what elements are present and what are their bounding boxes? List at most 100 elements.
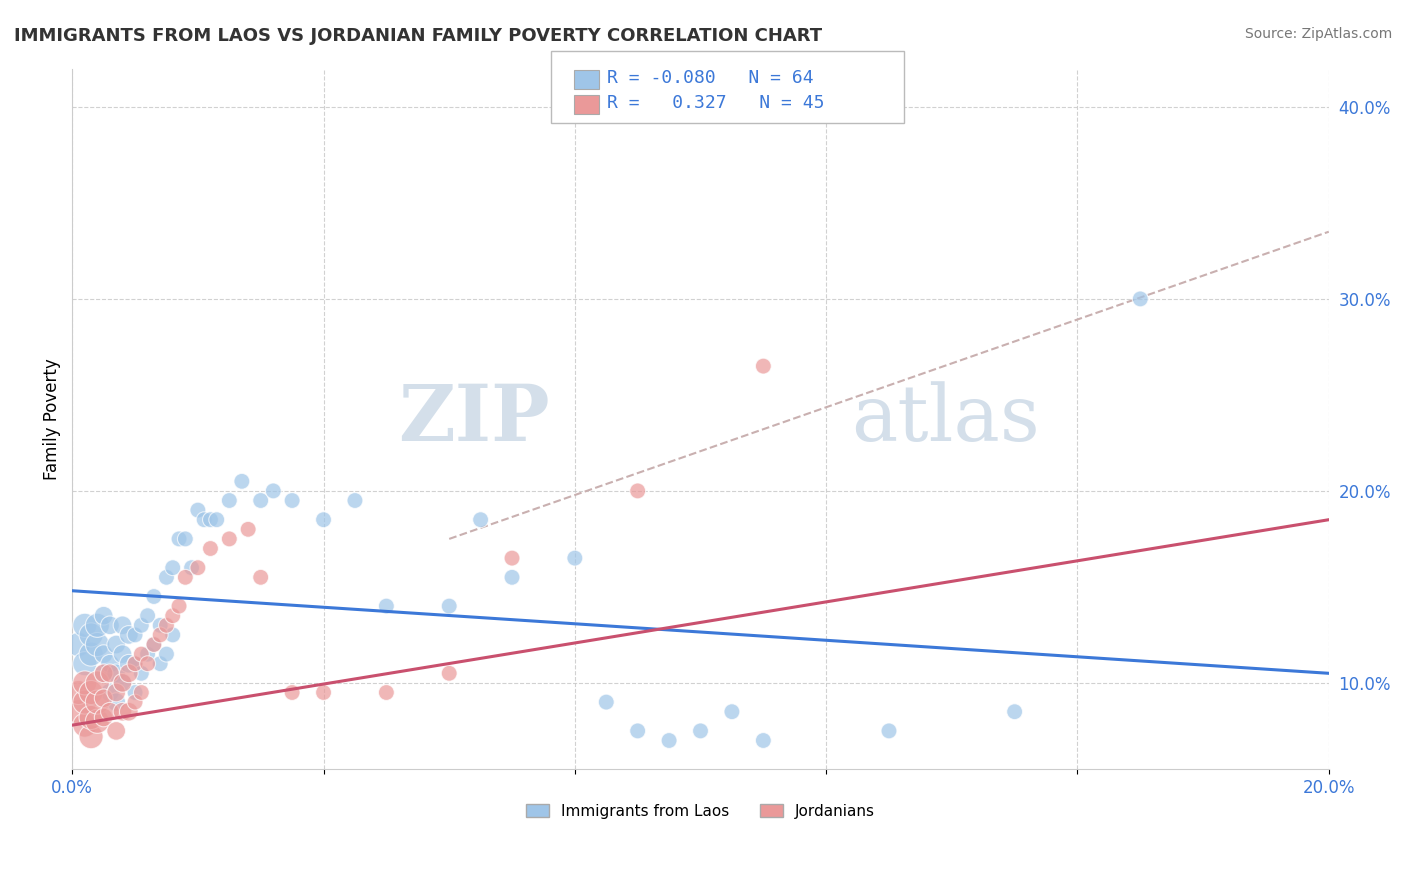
Point bbox=[437, 666, 460, 681]
Point bbox=[111, 676, 134, 690]
Point bbox=[174, 532, 197, 546]
Point bbox=[136, 657, 159, 671]
Text: atlas: atlas bbox=[851, 381, 1040, 457]
Point bbox=[93, 666, 115, 681]
Point bbox=[200, 513, 222, 527]
Point bbox=[187, 560, 209, 574]
Point bbox=[105, 695, 128, 709]
Point bbox=[80, 685, 103, 699]
Point bbox=[149, 628, 172, 642]
Point bbox=[136, 647, 159, 661]
Point bbox=[67, 638, 90, 652]
Point bbox=[124, 695, 146, 709]
Point bbox=[118, 628, 141, 642]
Point bbox=[105, 666, 128, 681]
Point bbox=[98, 657, 121, 671]
Point bbox=[131, 666, 153, 681]
Point bbox=[111, 705, 134, 719]
Point bbox=[67, 685, 90, 699]
Point bbox=[98, 666, 121, 681]
Point bbox=[98, 618, 121, 632]
Point bbox=[200, 541, 222, 556]
Text: ZIP: ZIP bbox=[398, 381, 550, 457]
Point bbox=[131, 647, 153, 661]
Point bbox=[80, 710, 103, 724]
Text: IMMIGRANTS FROM LAOS VS JORDANIAN FAMILY POVERTY CORRELATION CHART: IMMIGRANTS FROM LAOS VS JORDANIAN FAMILY… bbox=[14, 27, 823, 45]
Point bbox=[167, 532, 190, 546]
Point bbox=[131, 685, 153, 699]
Point bbox=[231, 475, 253, 489]
Point bbox=[86, 638, 108, 652]
Point bbox=[80, 730, 103, 744]
Point bbox=[627, 723, 650, 738]
Point bbox=[131, 618, 153, 632]
Point bbox=[180, 560, 202, 574]
Point bbox=[86, 695, 108, 709]
Point bbox=[262, 483, 284, 498]
Point bbox=[93, 710, 115, 724]
Point bbox=[124, 685, 146, 699]
Point bbox=[111, 618, 134, 632]
Point bbox=[249, 570, 271, 584]
Point bbox=[142, 638, 165, 652]
Point bbox=[98, 705, 121, 719]
Point bbox=[80, 628, 103, 642]
Point bbox=[281, 685, 304, 699]
Point bbox=[105, 685, 128, 699]
Point bbox=[93, 691, 115, 706]
Point bbox=[80, 647, 103, 661]
Point bbox=[124, 657, 146, 671]
Point bbox=[205, 513, 228, 527]
Point bbox=[93, 666, 115, 681]
Point bbox=[689, 723, 711, 738]
Point bbox=[752, 359, 775, 373]
Point bbox=[136, 608, 159, 623]
Point bbox=[658, 733, 681, 747]
Point bbox=[124, 628, 146, 642]
Point bbox=[174, 570, 197, 584]
Point bbox=[501, 551, 523, 566]
Point bbox=[162, 628, 184, 642]
Point bbox=[343, 493, 366, 508]
Point bbox=[86, 618, 108, 632]
Point bbox=[118, 657, 141, 671]
Point bbox=[564, 551, 586, 566]
Point bbox=[111, 647, 134, 661]
Point bbox=[73, 618, 96, 632]
Point bbox=[470, 513, 492, 527]
Point bbox=[236, 522, 259, 536]
Text: R =   0.327   N = 45: R = 0.327 N = 45 bbox=[607, 95, 825, 112]
Point bbox=[721, 705, 744, 719]
Point bbox=[155, 647, 177, 661]
Point bbox=[167, 599, 190, 613]
Point bbox=[118, 666, 141, 681]
Legend: Immigrants from Laos, Jordanians: Immigrants from Laos, Jordanians bbox=[520, 797, 882, 825]
Point bbox=[877, 723, 900, 738]
Point bbox=[142, 590, 165, 604]
Point bbox=[187, 503, 209, 517]
Point bbox=[86, 714, 108, 729]
Point bbox=[312, 513, 335, 527]
Point bbox=[67, 705, 90, 719]
Point bbox=[627, 483, 650, 498]
Point bbox=[149, 618, 172, 632]
Point bbox=[312, 685, 335, 699]
Point bbox=[162, 560, 184, 574]
Point bbox=[595, 695, 617, 709]
Point bbox=[218, 493, 240, 508]
Text: R = -0.080   N = 64: R = -0.080 N = 64 bbox=[607, 70, 814, 87]
Text: Source: ZipAtlas.com: Source: ZipAtlas.com bbox=[1244, 27, 1392, 41]
Point bbox=[73, 695, 96, 709]
Point bbox=[1129, 292, 1152, 306]
Point bbox=[93, 647, 115, 661]
Point bbox=[105, 723, 128, 738]
Point bbox=[73, 718, 96, 732]
Point bbox=[281, 493, 304, 508]
Point bbox=[98, 685, 121, 699]
Point bbox=[218, 532, 240, 546]
Point bbox=[73, 657, 96, 671]
Point bbox=[142, 638, 165, 652]
Point bbox=[375, 599, 398, 613]
Point bbox=[193, 513, 215, 527]
Point bbox=[124, 657, 146, 671]
